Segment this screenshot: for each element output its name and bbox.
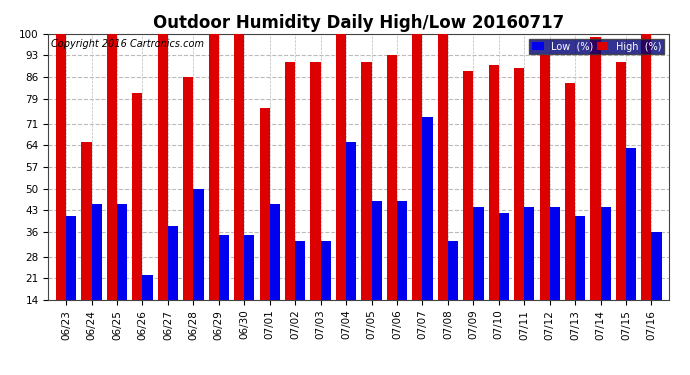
Legend: Low  (%), High  (%): Low (%), High (%) (529, 39, 664, 54)
Bar (448, 241, 458, 300)
Bar (463, 71, 473, 300)
Bar (616, 62, 626, 300)
Bar (565, 83, 575, 300)
Bar (310, 62, 321, 300)
Bar (193, 189, 204, 300)
Bar (437, 34, 448, 300)
Bar (183, 77, 193, 300)
Bar (285, 62, 295, 300)
Bar (371, 201, 382, 300)
Bar (362, 62, 371, 300)
Bar (600, 207, 611, 300)
Bar (575, 216, 585, 300)
Bar (499, 213, 509, 300)
Title: Outdoor Humidity Daily High/Low 20160717: Outdoor Humidity Daily High/Low 20160717 (153, 14, 564, 32)
Bar (524, 207, 535, 300)
Bar (412, 34, 422, 300)
Bar (387, 56, 397, 300)
Bar (489, 65, 499, 300)
Bar (208, 34, 219, 300)
Bar (641, 34, 651, 300)
Bar (397, 201, 407, 300)
Bar (244, 235, 255, 300)
Bar (158, 34, 168, 300)
Bar (132, 93, 142, 300)
Bar (117, 204, 127, 300)
Bar (346, 142, 356, 300)
Bar (56, 34, 66, 300)
Bar (626, 148, 636, 300)
Bar (259, 108, 270, 300)
Bar (651, 232, 662, 300)
Bar (219, 235, 229, 300)
Bar (81, 142, 92, 300)
Bar (107, 34, 117, 300)
Bar (295, 241, 306, 300)
Bar (234, 34, 244, 300)
Bar (540, 56, 550, 300)
Bar (168, 226, 178, 300)
Bar (422, 117, 433, 300)
Text: Copyright 2016 Cartronics.com: Copyright 2016 Cartronics.com (51, 39, 204, 49)
Bar (92, 204, 101, 300)
Bar (514, 68, 524, 300)
Bar (336, 34, 346, 300)
Bar (66, 216, 77, 300)
Bar (270, 204, 280, 300)
Bar (550, 207, 560, 300)
Bar (142, 275, 152, 300)
Bar (473, 207, 484, 300)
Bar (591, 37, 600, 300)
Bar (321, 241, 331, 300)
